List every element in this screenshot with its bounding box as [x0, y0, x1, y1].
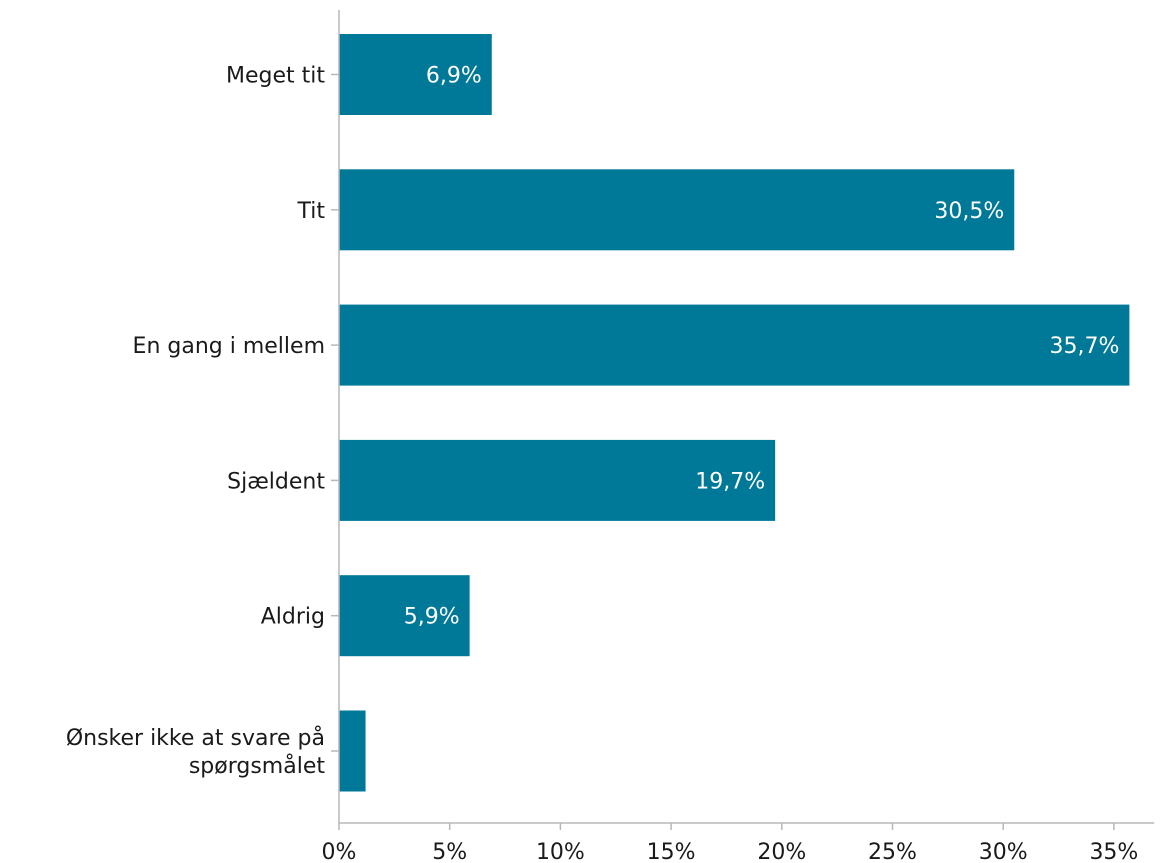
bar-2: [339, 169, 1015, 251]
bar-4: [339, 439, 776, 521]
bar-6: [339, 710, 366, 792]
bar-value-label-5: 5,9%: [404, 605, 460, 630]
category-label-2: Tit: [297, 199, 326, 224]
bar-1: [339, 34, 492, 115]
x-tick-label-20: 20%: [757, 840, 806, 863]
category-labels: Meget tit Tit En gang i mellem Sjældent Aldr…: [66, 64, 339, 779]
category-label-5: Aldrig: [261, 605, 325, 630]
bar-value-label-1: 6,9%: [426, 64, 482, 89]
bar-value-label-3: 35,7%: [1050, 334, 1120, 359]
x-axis: 0% 5% 10% 15% 20% 25% 30% 35%: [322, 822, 1155, 863]
bar-value-label-4: 19,7%: [695, 469, 765, 494]
bars-layer: 6,9% 30,5% 35,7% 19,7% 5,9%: [339, 34, 1130, 792]
x-tick-label-35: 35%: [1089, 840, 1138, 863]
x-tick-label-10: 10%: [536, 840, 585, 863]
bar-5: [339, 575, 470, 657]
category-label-1: Meget tit: [226, 64, 325, 89]
x-tick-label-25: 25%: [868, 840, 917, 863]
category-label-6: Ønsker ikke at svare på spørgsmålet: [66, 725, 326, 779]
x-tick-label-15: 15%: [647, 840, 696, 863]
x-tick-label-0: 0%: [322, 840, 357, 863]
category-label-4: Sjældent: [227, 469, 325, 494]
bar-value-label-2: 30,5%: [934, 199, 1004, 224]
category-label-3: En gang i mellem: [133, 334, 325, 359]
x-tick-label-5: 5%: [432, 840, 467, 863]
x-tick-label-30: 30%: [979, 840, 1028, 863]
bar-3: [339, 304, 1130, 386]
